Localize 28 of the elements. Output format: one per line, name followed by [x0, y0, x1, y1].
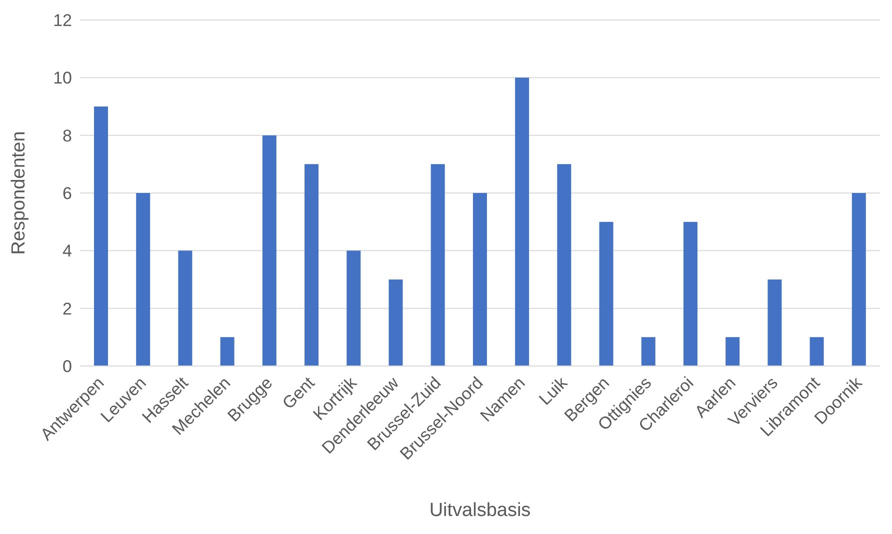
bar: [472, 193, 487, 366]
bar: [683, 222, 698, 366]
bar: [641, 337, 656, 366]
bar: [430, 164, 445, 366]
y-tick-label: 6: [62, 184, 72, 204]
y-tick-label: 2: [62, 299, 72, 318]
bar: [346, 250, 361, 366]
y-tick-label: 8: [62, 126, 72, 146]
bar: [388, 280, 403, 366]
bar: [768, 280, 782, 366]
y-tick-label: 10: [53, 68, 72, 88]
bar: [178, 250, 192, 366]
bar: [136, 193, 150, 366]
y-tick-label: 0: [62, 357, 72, 376]
y-tick-label: 4: [62, 242, 72, 261]
bar: [852, 193, 866, 366]
bar: [599, 222, 614, 366]
y-axis-title: Respondenten: [8, 131, 30, 255]
bar: [515, 78, 530, 366]
y-tick-label: 12: [53, 11, 72, 30]
bar: [726, 337, 740, 366]
bar: [304, 164, 319, 366]
bar: [262, 135, 276, 366]
bar: [557, 164, 572, 366]
bar: [810, 337, 824, 366]
x-axis-title: Uitvalsbasis: [429, 500, 531, 521]
bar: [94, 106, 108, 366]
bar: [220, 337, 234, 366]
